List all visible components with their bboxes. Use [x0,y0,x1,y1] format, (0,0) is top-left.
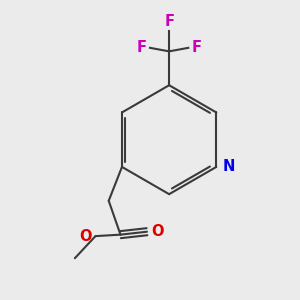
Text: N: N [223,159,235,174]
Text: F: F [192,40,202,55]
Text: O: O [151,224,163,239]
Text: F: F [164,14,174,29]
Text: O: O [80,229,92,244]
Text: F: F [136,40,146,55]
